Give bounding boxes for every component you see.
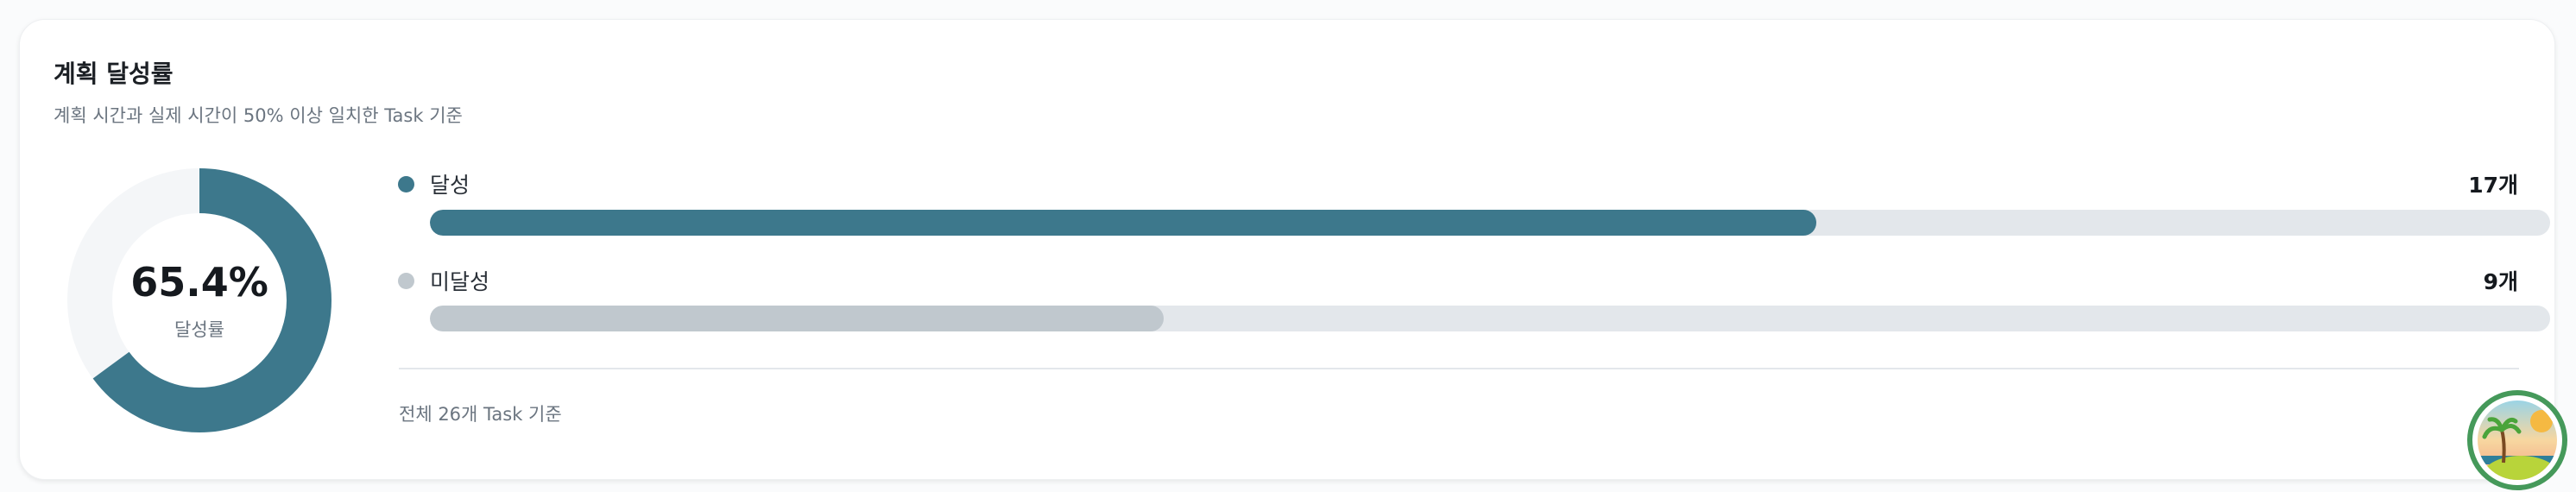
achieved-label: 달성 [430,173,470,198]
not-achieved-dot-icon [398,273,414,289]
not-achieved-bar-fill [430,306,1165,331]
not-achieved-label: 미달성 [430,269,490,294]
total-footer: 전체 26개 Task 기준 [399,404,562,425]
card-title: 계획 달성률 [54,60,174,88]
achieved-bar-track [430,210,2550,236]
achieved-count: 17개 [2468,173,2518,198]
achievement-percent: 65.4% [130,259,268,306]
achieved-bar-fill [430,210,1816,236]
achievement-caption: 달성률 [174,319,224,340]
tropical-island-avatar-icon [2478,401,2557,480]
divider [399,368,2519,369]
card-subtitle: 계획 시간과 실제 시간이 50% 이상 일치한 Task 기준 [54,105,463,126]
achieved-dot-icon [398,176,414,192]
donut-achieved-arc [67,168,331,432]
achievement-donut-chart [67,168,331,432]
not-achieved-count: 9개 [2483,269,2518,294]
plan-achievement-card [19,19,2555,480]
user-avatar-button[interactable] [2467,390,2567,490]
not-achieved-bar-track [430,306,2550,331]
